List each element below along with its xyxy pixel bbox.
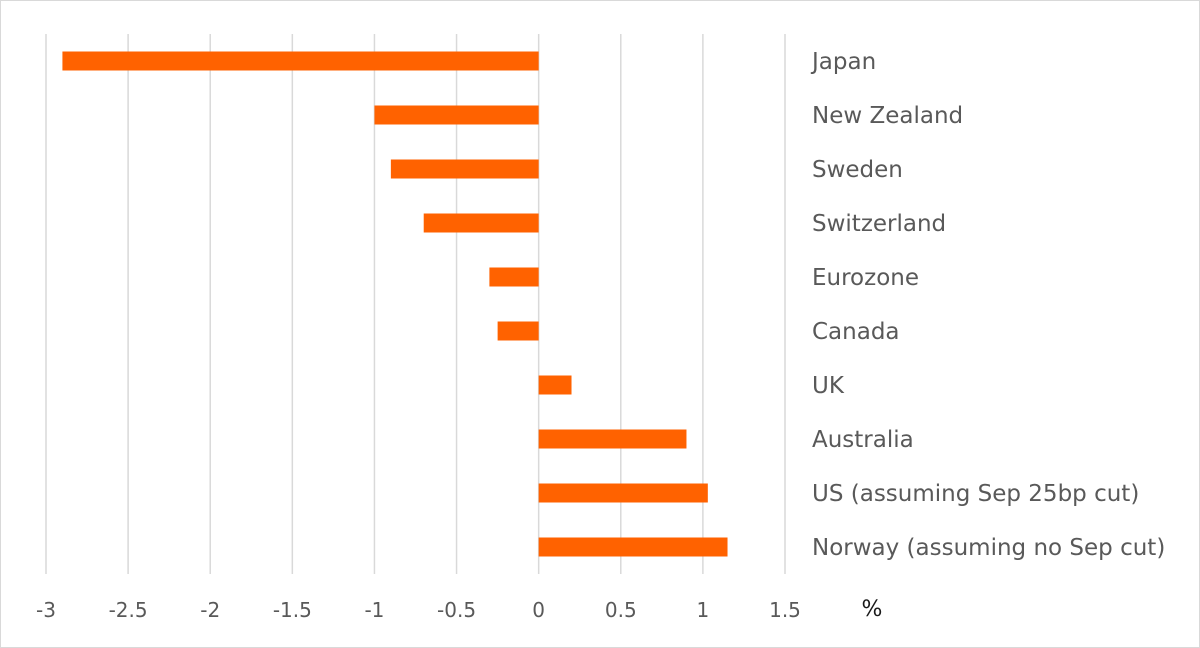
x-tick-label: -0.5	[437, 598, 476, 622]
bar	[423, 213, 539, 233]
category-label: Norway (assuming no Sep cut)	[812, 535, 1165, 561]
x-tick-label: 0.5	[605, 598, 637, 622]
bar	[62, 51, 539, 71]
x-axis-ticks: -3 -2.5 -2 -1.5 -1 -0.5 0 0.5 1 1.5	[36, 598, 801, 622]
bar	[538, 429, 687, 449]
bar	[538, 483, 708, 503]
category-label: Switzerland	[812, 211, 946, 237]
category-label: Sweden	[812, 157, 903, 183]
category-label: Australia	[812, 427, 914, 453]
category-label: Japan	[810, 49, 876, 75]
x-tick-label: -3	[36, 598, 56, 622]
bar	[538, 375, 572, 395]
category-label: UK	[812, 373, 845, 399]
bar	[390, 159, 539, 179]
x-tick-label: 1	[697, 598, 710, 622]
x-tick-label: -2	[200, 598, 220, 622]
category-label: New Zealand	[812, 103, 963, 129]
x-tick-label: -1.5	[273, 598, 312, 622]
category-label: US (assuming Sep 25bp cut)	[812, 481, 1139, 507]
x-tick-label: -1	[364, 598, 384, 622]
x-tick-label: 0	[532, 598, 545, 622]
bar	[489, 267, 539, 287]
bars	[62, 51, 728, 557]
category-label: Canada	[812, 319, 900, 345]
bar	[497, 321, 539, 341]
category-label: Eurozone	[812, 265, 919, 291]
bar	[538, 537, 728, 557]
x-tick-label: -2.5	[109, 598, 148, 622]
x-axis-unit-label: %	[862, 597, 883, 622]
x-tick-label: 1.5	[769, 598, 801, 622]
bar	[374, 105, 539, 125]
category-labels: Japan New Zealand Sweden Switzerland Eurozon…	[810, 49, 1165, 561]
